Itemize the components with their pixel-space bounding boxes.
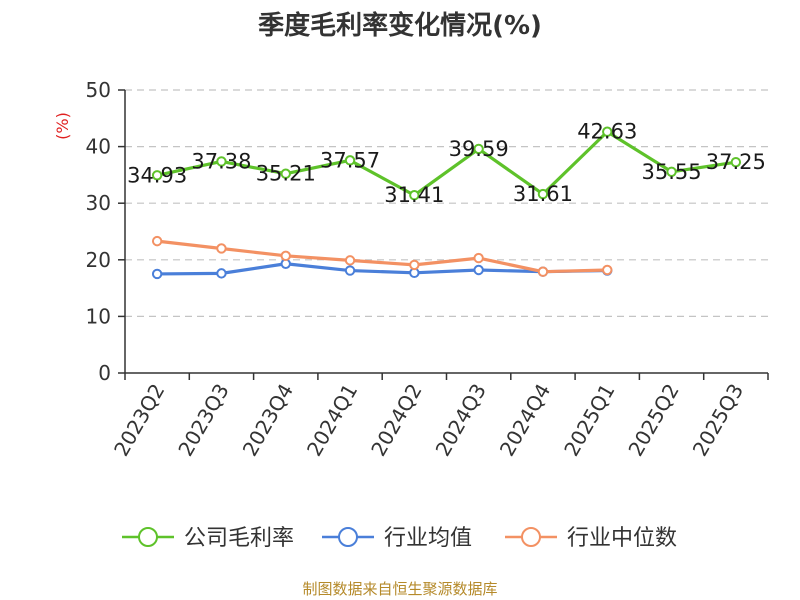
legend-marker [521, 527, 541, 547]
data-point [666, 166, 677, 177]
data-label: 31.61 [513, 182, 573, 206]
y-unit-label: (%) [53, 112, 72, 140]
data-point [409, 259, 420, 271]
y-tick-label: 30 [86, 191, 111, 215]
legend-label: 行业均值 [384, 526, 472, 551]
legend: 公司毛利率 行业均值 行业中位数 [122, 526, 677, 551]
data-point [151, 268, 163, 280]
data-point [216, 243, 227, 254]
data-point [473, 264, 484, 276]
x-tick-label: 2024Q2 [366, 380, 426, 461]
data-label: 42.63 [577, 120, 637, 144]
data-point [730, 156, 742, 168]
data-point [344, 255, 356, 266]
data-point [344, 155, 356, 166]
data-point [409, 190, 420, 201]
data-point [602, 126, 613, 137]
data-point [602, 264, 613, 276]
x-tick-label: 2024Q4 [495, 380, 555, 461]
x-tick-label: 2024Q1 [302, 380, 362, 461]
data-point [151, 235, 163, 247]
data-label: 37.57 [320, 148, 380, 172]
series-2 [151, 235, 613, 277]
data-point [216, 268, 227, 279]
series-line [156, 239, 608, 274]
x-tick-label: 2025Q2 [623, 380, 683, 461]
series-line [156, 130, 737, 197]
data-point [473, 252, 484, 264]
x-tick-label: 2023Q4 [238, 380, 298, 461]
data-label: 37.38 [191, 149, 251, 173]
data-label: 35.55 [641, 160, 701, 184]
x-tick-label: 2025Q1 [559, 380, 619, 461]
y-tick-label: 10 [86, 304, 111, 328]
data-label: 34.93 [127, 163, 187, 187]
y-tick-label: 0 [98, 361, 111, 385]
chart-title: 季度毛利率变化情况(%) [258, 10, 542, 41]
y-tick-label: 20 [86, 248, 111, 272]
data-label: 35.21 [256, 162, 316, 186]
data-point [473, 143, 484, 155]
x-tick-label: 2023Q2 [109, 380, 169, 461]
data-point [216, 156, 227, 167]
source-note: 制图数据来自恒生聚源数据库 [302, 580, 497, 598]
data-point [280, 250, 291, 262]
legend-marker [138, 527, 158, 547]
data-point [151, 170, 163, 181]
y-tick-label: 50 [86, 78, 111, 102]
legend-item: 行业中位数 [505, 526, 677, 551]
series-0 [151, 126, 742, 201]
legend-label: 公司毛利率 [184, 526, 294, 551]
data-label: 39.59 [449, 137, 509, 161]
data-point [537, 188, 549, 200]
y-tick-label: 40 [86, 135, 111, 159]
legend-marker [338, 527, 358, 547]
legend-label: 行业中位数 [567, 526, 677, 551]
data-point [280, 168, 291, 179]
data-label: 37.25 [706, 150, 766, 174]
x-tick-label: 2025Q3 [688, 380, 748, 461]
grid [125, 89, 768, 317]
series-line [157, 262, 608, 276]
legend-item: 公司毛利率 [122, 526, 294, 551]
series-layer [151, 126, 742, 280]
data-point [537, 266, 549, 277]
data-label: 31.41 [384, 183, 444, 207]
x-tick-label: 2024Q3 [431, 380, 491, 461]
legend-item: 行业均值 [322, 526, 472, 551]
x-tick-label: 2023Q3 [173, 380, 233, 461]
data-point [344, 265, 356, 276]
